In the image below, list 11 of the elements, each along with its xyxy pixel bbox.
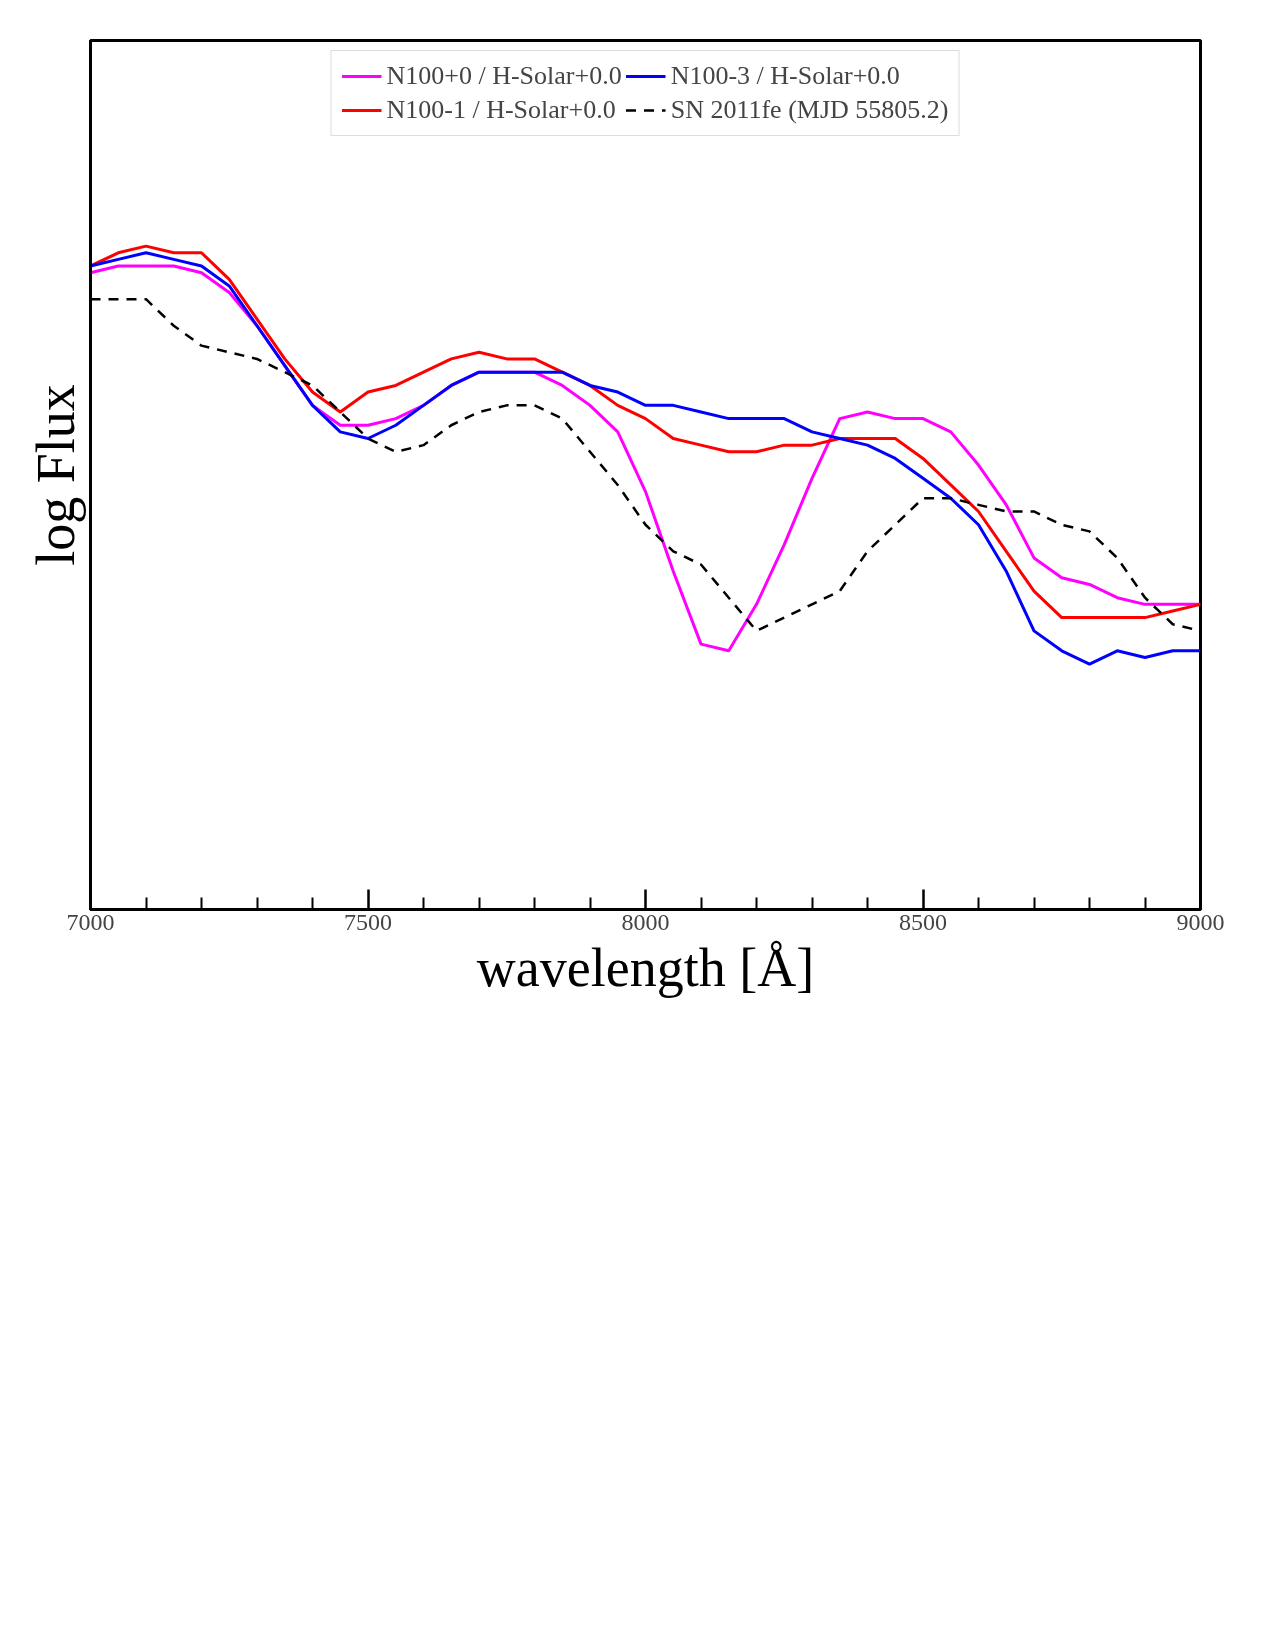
x-tick-label: 7000 (66, 908, 115, 935)
legend-label: N100+0 / H-Solar+0.0 (386, 61, 622, 91)
x-tick-label: 9000 (1176, 908, 1225, 935)
legend-label: N100-3 / H-Solar+0.0 (670, 61, 900, 91)
legend-label: SN 2011fe (MJD 55805.2) (670, 95, 949, 125)
x-tick-label: 7500 (344, 908, 392, 935)
x-axis-title: wavelength [Å] (476, 937, 815, 998)
legend-label: N100-1 / H-Solar+0.0 (386, 95, 616, 125)
x-tick-label: 8000 (621, 908, 670, 935)
x-tick-label: 8500 (899, 908, 947, 935)
y-axis-title: log Flux (25, 384, 86, 566)
